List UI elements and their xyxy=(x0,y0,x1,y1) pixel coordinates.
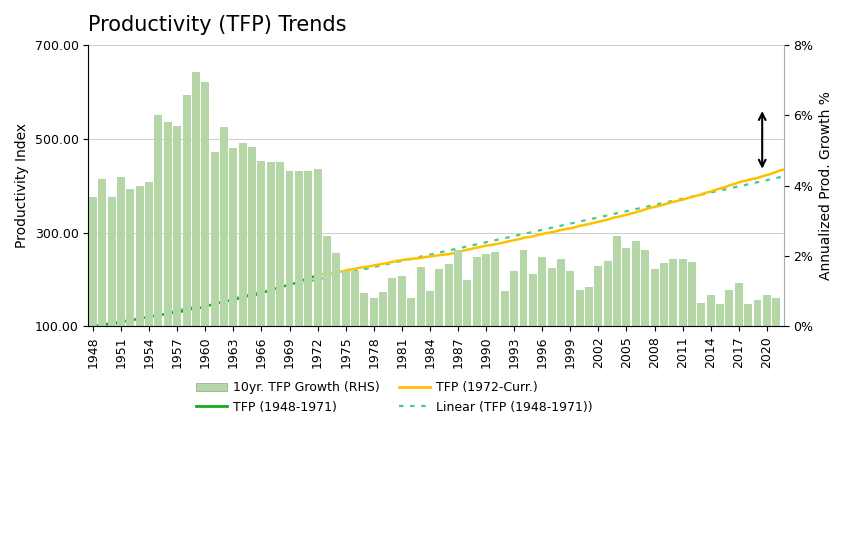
Bar xyxy=(650,269,659,326)
Bar xyxy=(332,253,340,326)
Bar xyxy=(622,248,630,326)
Bar xyxy=(773,299,780,326)
Bar xyxy=(548,268,555,326)
Bar xyxy=(444,264,453,326)
Bar xyxy=(454,249,462,326)
Bar xyxy=(641,250,650,326)
Bar xyxy=(126,190,134,326)
Bar xyxy=(89,197,97,326)
Bar xyxy=(220,127,228,326)
Bar xyxy=(716,304,724,326)
Bar xyxy=(323,236,331,326)
Bar xyxy=(351,271,359,326)
Bar xyxy=(108,198,115,326)
Legend: 10yr. TFP Growth (RHS), TFP (1948-1971), TFP (1972-Curr.), Linear (TFP (1948-197: 10yr. TFP Growth (RHS), TFP (1948-1971),… xyxy=(191,376,598,418)
Bar xyxy=(98,179,106,326)
Bar xyxy=(276,162,284,326)
Bar xyxy=(426,291,434,326)
Text: Productivity (TFP) Trends: Productivity (TFP) Trends xyxy=(88,15,347,35)
Bar xyxy=(267,162,275,326)
Bar xyxy=(538,257,546,326)
Bar xyxy=(136,186,143,326)
Bar xyxy=(585,287,593,326)
Bar xyxy=(510,271,518,326)
Bar xyxy=(145,182,153,326)
Bar xyxy=(660,263,668,326)
Bar xyxy=(379,292,387,326)
Bar xyxy=(688,262,696,326)
Bar xyxy=(735,283,743,326)
Bar xyxy=(360,293,368,326)
Bar xyxy=(304,171,312,326)
Bar xyxy=(463,280,471,326)
Bar xyxy=(706,295,715,326)
Bar xyxy=(407,297,416,326)
Bar xyxy=(483,254,490,326)
Bar xyxy=(398,276,406,326)
Bar xyxy=(604,261,611,326)
Bar xyxy=(295,171,303,326)
Bar xyxy=(435,270,444,326)
Bar xyxy=(697,302,706,326)
Bar xyxy=(154,114,163,326)
Bar xyxy=(229,148,237,326)
Bar xyxy=(669,258,678,326)
Bar xyxy=(388,278,397,326)
Bar xyxy=(754,300,762,326)
Bar xyxy=(763,295,771,326)
Bar xyxy=(678,259,687,326)
Bar xyxy=(576,290,583,326)
Bar xyxy=(258,161,265,326)
Bar xyxy=(632,241,639,326)
Bar xyxy=(182,95,191,326)
Bar xyxy=(314,170,321,326)
Bar xyxy=(529,275,537,326)
Bar xyxy=(248,147,256,326)
Bar xyxy=(173,126,181,326)
Bar xyxy=(472,257,481,326)
Bar xyxy=(239,143,247,326)
Bar xyxy=(594,266,602,326)
Bar xyxy=(416,267,425,326)
Bar xyxy=(492,252,499,326)
Y-axis label: Annualized Prod. Growth %: Annualized Prod. Growth % xyxy=(819,91,833,280)
Bar xyxy=(164,122,172,326)
Y-axis label: Productivity Index: Productivity Index xyxy=(15,123,29,248)
Bar xyxy=(201,82,209,326)
Bar xyxy=(117,177,125,326)
Bar xyxy=(210,152,219,326)
Bar xyxy=(557,258,565,326)
Bar xyxy=(520,250,527,326)
Bar xyxy=(342,271,349,326)
Bar xyxy=(613,236,621,326)
Bar xyxy=(286,171,293,326)
Bar xyxy=(192,71,200,326)
Bar xyxy=(745,304,752,326)
Bar xyxy=(370,297,377,326)
Bar xyxy=(725,290,734,326)
Bar xyxy=(501,291,509,326)
Bar xyxy=(566,271,574,326)
